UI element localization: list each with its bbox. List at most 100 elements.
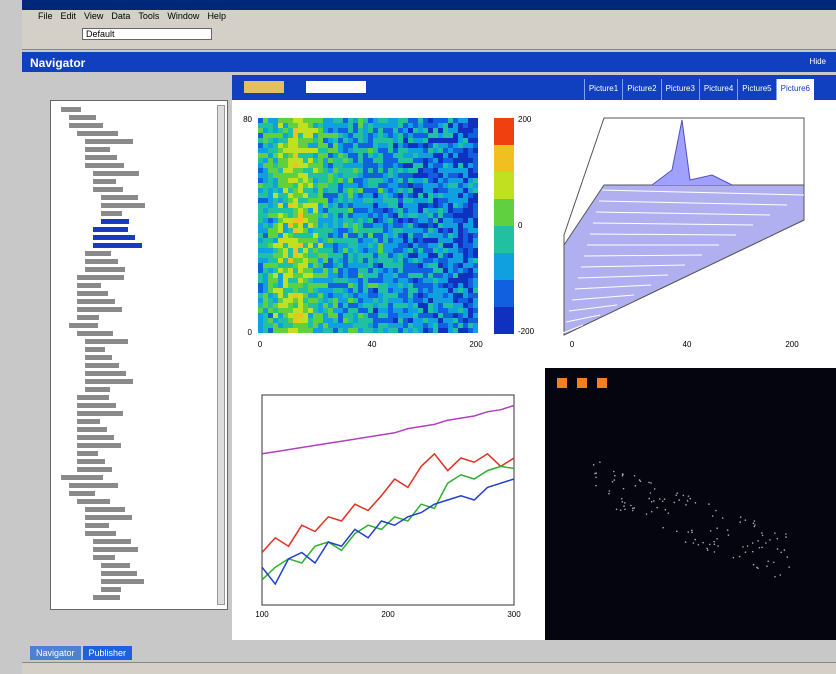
heat-cell: [303, 243, 308, 248]
dot: [632, 507, 634, 510]
tab[interactable]: Picture4: [698, 79, 737, 100]
menu-item[interactable]: Help: [207, 11, 226, 21]
heat-cell: [333, 133, 338, 138]
heat-cell: [328, 158, 333, 163]
heat-cell: [303, 173, 308, 178]
tab[interactable]: Picture6: [775, 79, 814, 100]
heat-cell: [333, 253, 338, 258]
heat-cell: [433, 183, 438, 188]
tool-icon[interactable]: [577, 378, 587, 388]
menu-item[interactable]: Window: [167, 11, 200, 21]
menu-item[interactable]: Tools: [138, 11, 160, 21]
heat-cell: [408, 123, 413, 128]
heat-cell: [273, 173, 278, 178]
dropdown[interactable]: [306, 81, 366, 93]
heat-cell: [463, 268, 468, 273]
tab[interactable]: Picture1: [583, 79, 622, 100]
tab[interactable]: Picture3: [660, 79, 699, 100]
menu-item[interactable]: Edit: [60, 11, 77, 21]
heat-cell: [333, 258, 338, 263]
heat-cell: [293, 183, 298, 188]
heat-cell: [298, 158, 303, 163]
heat-cell: [413, 128, 418, 133]
heat-cell: [438, 153, 443, 158]
heat-cell: [273, 308, 278, 313]
heat-cell: [298, 243, 303, 248]
tab[interactable]: Picture5: [737, 79, 775, 100]
heat-cell: [388, 273, 393, 278]
heat-cell: [333, 293, 338, 298]
heat-cell: [338, 208, 343, 213]
heat-cell: [453, 208, 458, 213]
heat-cell: [313, 218, 318, 223]
heat-cell: [318, 173, 323, 178]
menu-item[interactable]: View: [84, 11, 104, 21]
heat-cell: [303, 268, 308, 273]
heat-cell: [428, 203, 433, 208]
heat-cell: [298, 258, 303, 263]
heat-cell: [438, 133, 443, 138]
heat-cell: [453, 328, 458, 333]
heat-cell: [458, 283, 463, 288]
heat-cell: [283, 203, 288, 208]
heat-cell: [273, 243, 278, 248]
tool-icon[interactable]: [557, 378, 567, 388]
heat-cell: [263, 118, 268, 123]
heat-cell: [263, 163, 268, 168]
heat-cell: [318, 223, 323, 228]
heat-cell: [423, 243, 428, 248]
heat-cell: [308, 178, 313, 183]
tree-row: [101, 203, 145, 208]
heat-cell: [448, 308, 453, 313]
heat-cell: [473, 233, 478, 238]
menu-item[interactable]: Data: [111, 11, 131, 21]
heat-cell: [328, 238, 333, 243]
heat-cell: [343, 148, 348, 153]
menu-item[interactable]: File: [38, 11, 53, 21]
heat-cell: [373, 138, 378, 143]
hide-button[interactable]: Hide: [809, 57, 826, 66]
heat-cell: [328, 118, 333, 123]
bottom-tab[interactable]: Publisher: [82, 646, 133, 660]
heat-cell: [373, 248, 378, 253]
heat-cell: [468, 238, 473, 243]
heat-cell: [283, 258, 288, 263]
heat-cell: [433, 273, 438, 278]
heat-cell: [273, 288, 278, 293]
heat-cell: [398, 198, 403, 203]
heat-cell: [418, 308, 423, 313]
heat-cell: [278, 123, 283, 128]
heat-cell: [368, 208, 373, 213]
tool-icon[interactable]: [597, 378, 607, 388]
heat-cell: [273, 313, 278, 318]
heat-cell: [268, 328, 273, 333]
icon[interactable]: [244, 81, 284, 93]
heat-cell: [323, 148, 328, 153]
heat-cell: [373, 228, 378, 233]
heat-cell: [298, 263, 303, 268]
bottom-tab[interactable]: Navigator: [30, 646, 81, 660]
heat-cell: [283, 243, 288, 248]
heat-cell: [338, 308, 343, 313]
heat-cell: [333, 313, 338, 318]
x-tick-label: 200: [381, 610, 395, 619]
heat-cell: [288, 178, 293, 183]
tab[interactable]: Picture2: [622, 79, 660, 100]
combo[interactable]: Default: [82, 28, 212, 40]
tabs: Picture1 Picture2 Picture3 Picture4 Picture5…: [583, 79, 814, 100]
heat-cell: [403, 268, 408, 273]
heat-cell: [273, 323, 278, 328]
heat-cell: [428, 128, 433, 133]
heat-cell: [353, 233, 358, 238]
heat-cell: [308, 303, 313, 308]
heat-cell: [268, 193, 273, 198]
heat-cell: [443, 273, 448, 278]
colorbar-cell: [494, 280, 514, 307]
heat-cell: [393, 178, 398, 183]
heat-cell: [303, 238, 308, 243]
heat-cell: [448, 158, 453, 163]
heat-cell: [453, 183, 458, 188]
heat-cell: [343, 293, 348, 298]
tree-row: [77, 411, 123, 416]
heat-cell: [258, 198, 263, 203]
